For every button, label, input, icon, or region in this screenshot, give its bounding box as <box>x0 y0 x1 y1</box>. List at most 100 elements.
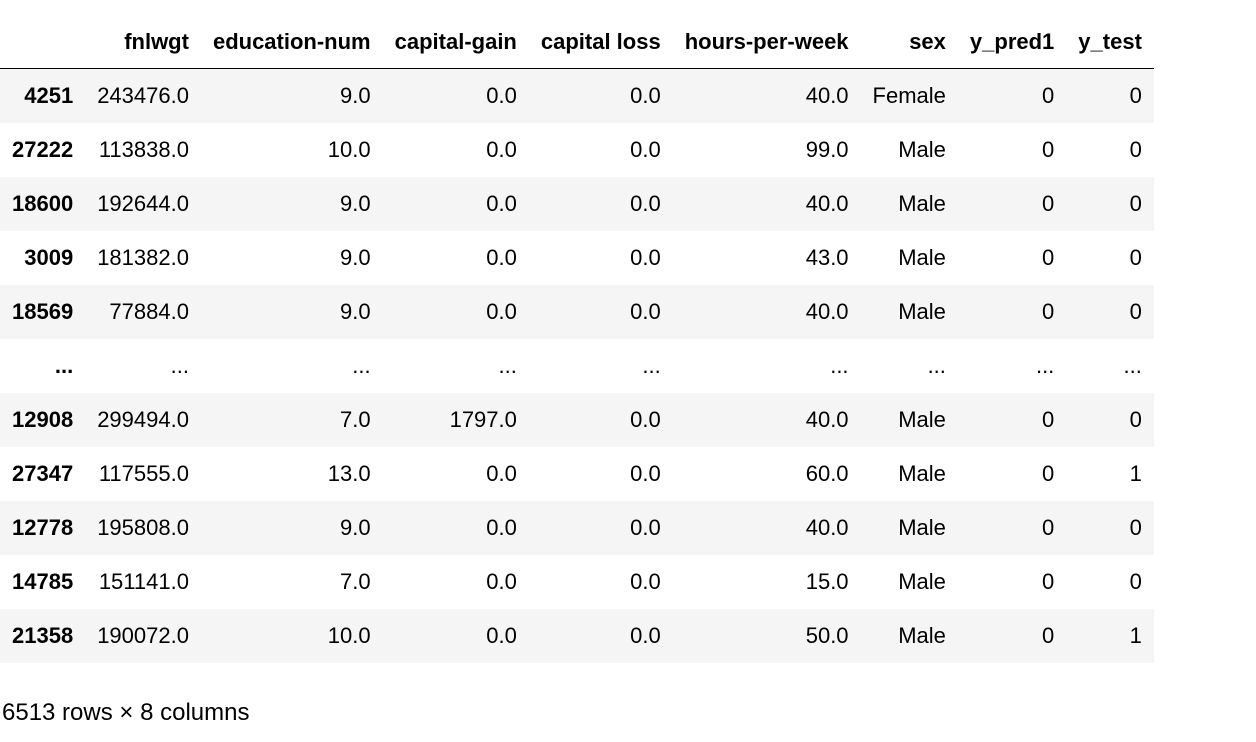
cell-hours-per-week: 15.0 <box>805 569 849 594</box>
column-header-y-test: y_test <box>1066 16 1154 69</box>
cell-y-pred1: 0 <box>1042 515 1055 540</box>
column-header-capital-loss: capital loss <box>528 16 673 69</box>
cell-fnlwgt: 190072.0 <box>97 623 189 648</box>
cell-capital-gain: 0.0 <box>486 515 517 540</box>
cell-education-num: 7.0 <box>340 407 371 432</box>
table-row: 18600 192644.0 9.0 0.0 0.0 40.0 Male 0 0 <box>0 177 1154 231</box>
cell-sex: Male <box>898 623 946 648</box>
cell-capital-gain: 0.0 <box>486 245 517 270</box>
cell-hours-per-week: 40.0 <box>805 83 849 108</box>
cell-y-pred1: 0 <box>1042 245 1055 270</box>
cell-y-test: 0 <box>1129 137 1142 162</box>
cell-education-num: 13.0 <box>327 461 371 486</box>
cell-fnlwgt: 117555.0 <box>98 461 189 486</box>
table-row: 27222 113838.0 10.0 0.0 0.0 99.0 Male 0 0 <box>0 123 1154 177</box>
cell-sex: Male <box>898 299 946 324</box>
cell-education-num: 10.0 <box>327 623 371 648</box>
dataframe-shape-label: 6513 rows × 8 columns <box>2 699 250 726</box>
cell-education-num: 10.0 <box>327 137 371 162</box>
cell-fnlwgt: 192644.0 <box>97 191 189 216</box>
cell-capital-loss: 0.0 <box>630 191 661 216</box>
cell-fnlwgt: 181382.0 <box>97 245 189 270</box>
cell-y-test: 0 <box>1129 515 1142 540</box>
cell-capital-loss: 0.0 <box>630 569 661 594</box>
cell-capital-loss: 0.0 <box>630 461 661 486</box>
cell-hours-per-week: 40.0 <box>805 515 849 540</box>
table-row: 12908 299494.0 7.0 1797.0 0.0 40.0 Male 0 0 <box>0 393 1154 447</box>
row-index: 14785 <box>12 569 74 594</box>
row-index: 3009 <box>24 245 74 270</box>
cell-y-pred1: 0 <box>1042 407 1055 432</box>
cell-education-num: 7.0 <box>340 569 371 594</box>
cell-fnlwgt: ... <box>170 353 189 378</box>
cell-capital-gain: 0.0 <box>486 569 517 594</box>
column-header-education-num: education-num <box>200 16 383 69</box>
cell-hours-per-week: ... <box>830 353 849 378</box>
cell-y-test: 0 <box>1129 245 1142 270</box>
column-header-sex: sex <box>860 16 958 69</box>
cell-sex: Male <box>898 515 946 540</box>
cell-y-pred1: 0 <box>1042 191 1055 216</box>
table-row: 3009 181382.0 9.0 0.0 0.0 43.0 Male 0 0 <box>0 231 1154 285</box>
cell-sex: Male <box>898 245 946 270</box>
table-row: 18569 77884.0 9.0 0.0 0.0 40.0 Male 0 0 <box>0 285 1154 339</box>
cell-education-num: ... <box>352 353 371 378</box>
cell-capital-loss: 0.0 <box>630 623 661 648</box>
cell-capital-loss: 0.0 <box>630 137 661 162</box>
cell-sex: Male <box>898 191 946 216</box>
cell-fnlwgt: 243476.0 <box>97 83 189 108</box>
cell-fnlwgt: 77884.0 <box>109 299 189 324</box>
table-row: 4251 243476.0 9.0 0.0 0.0 40.0 Female 0 0 <box>0 68 1154 123</box>
cell-capital-loss: 0.0 <box>630 299 661 324</box>
row-index: 4251 <box>24 83 74 108</box>
column-header-hours-per-week: hours-per-week <box>672 16 861 69</box>
cell-hours-per-week: 99.0 <box>805 137 849 162</box>
row-index: 12908 <box>12 407 74 432</box>
row-index: ... <box>54 353 74 378</box>
cell-hours-per-week: 60.0 <box>805 461 849 486</box>
row-index: 27347 <box>12 461 74 486</box>
cell-hours-per-week: 40.0 <box>805 407 849 432</box>
cell-capital-loss: 0.0 <box>630 83 661 108</box>
cell-sex: Female <box>872 83 946 108</box>
row-index: 12778 <box>12 515 74 540</box>
cell-capital-loss: 0.0 <box>630 407 661 432</box>
ellipsis-row: ........................... <box>0 339 1154 393</box>
cell-y-test: 0 <box>1129 191 1142 216</box>
cell-sex: Male <box>898 569 946 594</box>
table-row: 27347 117555.0 13.0 0.0 0.0 60.0 Male 0 1 <box>0 447 1154 501</box>
column-header-y-pred1: y_pred1 <box>957 16 1067 69</box>
column-header-capital-gain: capital-gain <box>382 16 529 69</box>
cell-capital-gain: 0.0 <box>486 623 517 648</box>
cell-y-test: 1 <box>1129 461 1142 486</box>
cell-y-pred1: 0 <box>1042 623 1055 648</box>
row-index: 18600 <box>12 191 74 216</box>
dataframe-table: fnlwgt education-num capital-gain capita… <box>0 16 1154 663</box>
cell-education-num: 9.0 <box>340 191 371 216</box>
table-body: 4251 243476.0 9.0 0.0 0.0 40.0 Female 0 0 27222 11… <box>0 68 1154 663</box>
cell-capital-gain: 0.0 <box>486 137 517 162</box>
cell-y-pred1: 0 <box>1042 299 1055 324</box>
cell-y-test: 0 <box>1129 299 1142 324</box>
cell-y-pred1: ... <box>1035 353 1055 378</box>
cell-fnlwgt: 299494.0 <box>97 407 189 432</box>
table-header: fnlwgt education-num capital-gain capita… <box>0 16 1154 69</box>
cell-y-test: 0 <box>1129 407 1142 432</box>
cell-y-test: 0 <box>1129 83 1142 108</box>
column-header-fnlwgt: fnlwgt <box>85 16 201 69</box>
cell-hours-per-week: 50.0 <box>805 623 849 648</box>
table-row: 21358 190072.0 10.0 0.0 0.0 50.0 Male 0 1 <box>0 609 1154 663</box>
row-index: 18569 <box>12 299 74 324</box>
cell-fnlwgt: 151141.0 <box>98 569 189 594</box>
cell-capital-gain: 0.0 <box>486 83 517 108</box>
index-header <box>0 16 86 69</box>
cell-education-num: 9.0 <box>340 515 371 540</box>
cell-fnlwgt: 195808.0 <box>97 515 189 540</box>
cell-y-pred1: 0 <box>1042 83 1055 108</box>
cell-capital-gain: 0.0 <box>486 191 517 216</box>
row-index: 21358 <box>12 623 74 648</box>
cell-y-pred1: 0 <box>1042 461 1055 486</box>
cell-education-num: 9.0 <box>340 299 371 324</box>
cell-y-test: 1 <box>1129 623 1142 648</box>
